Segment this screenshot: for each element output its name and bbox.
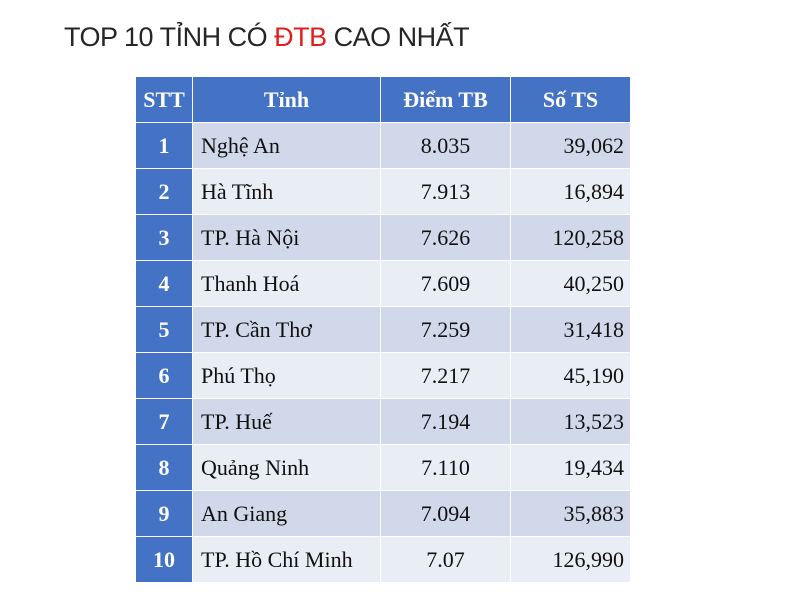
cell-score: 7.217: [380, 352, 511, 399]
cell-count: 39,062: [510, 122, 631, 169]
table-header-row: STT Tỉnh Điểm TB Số TS: [135, 76, 631, 123]
cell-province: Phú Thọ: [192, 352, 381, 399]
table-row: 6 Phú Thọ 7.217 45,190: [135, 352, 631, 399]
cell-stt: 9: [135, 490, 193, 537]
cell-score: 7.609: [380, 260, 511, 307]
cell-stt: 5: [135, 306, 193, 353]
header-count: Số TS: [510, 76, 631, 123]
page-title: TOP 10 TỈNH CÓ ĐTB CAO NHẤT: [64, 22, 470, 53]
cell-score: 7.07: [380, 536, 511, 583]
cell-stt: 3: [135, 214, 193, 261]
table-row: 2 Hà Tĩnh 7.913 16,894: [135, 168, 631, 215]
table-row: 9 An Giang 7.094 35,883: [135, 490, 631, 537]
cell-stt: 7: [135, 398, 193, 445]
cell-score: 7.626: [380, 214, 511, 261]
header-score: Điểm TB: [380, 76, 511, 123]
cell-count: 120,258: [510, 214, 631, 261]
cell-count: 31,418: [510, 306, 631, 353]
cell-province: TP. Huế: [192, 398, 381, 445]
table-row: 7 TP. Huế 7.194 13,523: [135, 398, 631, 445]
cell-count: 35,883: [510, 490, 631, 537]
cell-province: An Giang: [192, 490, 381, 537]
ranking-table: STT Tỉnh Điểm TB Số TS 1 Nghệ An 8.035 3…: [135, 76, 631, 583]
cell-stt: 4: [135, 260, 193, 307]
cell-count: 19,434: [510, 444, 631, 491]
header-province: Tỉnh: [192, 76, 381, 123]
table-row: 4 Thanh Hoá 7.609 40,250: [135, 260, 631, 307]
table-row: 10 TP. Hồ Chí Minh 7.07 126,990: [135, 536, 631, 583]
table-row: 3 TP. Hà Nội 7.626 120,258: [135, 214, 631, 261]
cell-count: 16,894: [510, 168, 631, 215]
cell-score: 7.094: [380, 490, 511, 537]
cell-province: TP. Cần Thơ: [192, 306, 381, 353]
cell-stt: 6: [135, 352, 193, 399]
cell-count: 126,990: [510, 536, 631, 583]
cell-score: 7.110: [380, 444, 511, 491]
cell-score: 7.913: [380, 168, 511, 215]
cell-province: Hà Tĩnh: [192, 168, 381, 215]
cell-province: TP. Hồ Chí Minh: [192, 536, 381, 583]
cell-province: Thanh Hoá: [192, 260, 381, 307]
title-suffix: CAO NHẤT: [326, 22, 470, 52]
cell-stt: 10: [135, 536, 193, 583]
cell-count: 45,190: [510, 352, 631, 399]
cell-province: Nghệ An: [192, 122, 381, 169]
cell-count: 13,523: [510, 398, 631, 445]
cell-province: TP. Hà Nội: [192, 214, 381, 261]
table-row: 1 Nghệ An 8.035 39,062: [135, 122, 631, 169]
title-prefix: TOP 10 TỈNH CÓ: [64, 22, 275, 52]
table-row: 5 TP. Cần Thơ 7.259 31,418: [135, 306, 631, 353]
table-row: 8 Quảng Ninh 7.110 19,434: [135, 444, 631, 491]
cell-score: 8.035: [380, 122, 511, 169]
cell-stt: 2: [135, 168, 193, 215]
cell-score: 7.259: [380, 306, 511, 353]
cell-count: 40,250: [510, 260, 631, 307]
title-accent: ĐTB: [274, 22, 327, 52]
cell-province: Quảng Ninh: [192, 444, 381, 491]
header-stt: STT: [135, 76, 193, 123]
cell-score: 7.194: [380, 398, 511, 445]
cell-stt: 1: [135, 122, 193, 169]
cell-stt: 8: [135, 444, 193, 491]
